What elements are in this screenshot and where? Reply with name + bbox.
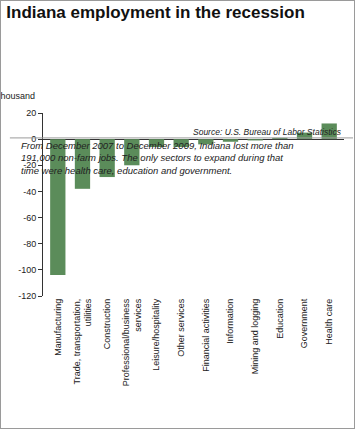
svg-text:Leisure/hospitality: Leisure/hospitality [151,298,161,371]
svg-text:Source: U.S. Bureau of Labor S: Source: U.S. Bureau of Labor Statistics [193,127,342,137]
svg-text:Manufacturing: Manufacturing [53,299,63,356]
svg-text:-100: -100 [18,265,36,275]
svg-text:Trade, transportation,utilitie: Trade, transportation,utilities [72,298,94,384]
svg-text:Education: Education [275,299,285,339]
svg-text:-80: -80 [23,239,36,249]
svg-text:Government: Government [299,298,309,348]
svg-text:-120: -120 [18,291,36,301]
svg-text:thousand: thousand [1,91,35,101]
svg-text:Indiana employment in the rece: Indiana employment in the recession [6,3,305,22]
svg-text:Health care: Health care [324,299,334,345]
svg-text:0: 0 [31,134,36,144]
svg-text:-40: -40 [23,187,36,197]
svg-text:-60: -60 [23,213,36,223]
svg-text:-20: -20 [23,160,36,170]
svg-text:Information: Information [225,299,235,344]
svg-text:Mining and logging: Mining and logging [250,299,260,375]
svg-text:Other services: Other services [176,298,186,357]
svg-text:Construction: Construction [102,299,112,350]
svg-text:Professional/businessservices: Professional/businessservices [121,298,143,386]
svg-text:Financial activities: Financial activities [201,298,211,372]
svg-text:20: 20 [26,108,36,118]
svg-text:From December 2007 to December: From December 2007 to December 2009, Ind… [21,140,293,176]
